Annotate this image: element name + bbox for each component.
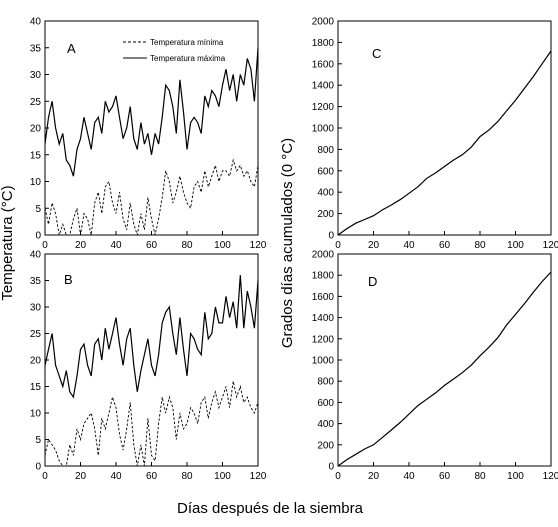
- panel-d-ytick-label: 400: [317, 419, 334, 430]
- panel-d-ytick-label: 0: [328, 462, 334, 473]
- panel-a-xtick-label: 40: [110, 240, 122, 251]
- panel-d-ticks: 0 200 400 600 800 1000 1200 1400 1600 1800 2000 0 20…: [312, 250, 558, 483]
- panel-b-xtick-label: 40: [110, 471, 122, 482]
- panel-d-ytick-label: 1000: [312, 356, 335, 367]
- panel-c-xtick-label: 0: [335, 240, 341, 251]
- panel-c-letter: C: [372, 46, 381, 61]
- panel-c-ytick-label: 1200: [312, 102, 335, 113]
- panel-b-ytick-label: 5: [35, 435, 41, 446]
- panel-c-ytick-label: 200: [317, 209, 334, 220]
- panel-c-ticks: 0 200 400 600 800 1000 1200 1400 1600 1800 2000 0 20…: [312, 17, 558, 252]
- panel-a-ytick-label: 25: [30, 97, 42, 108]
- panel-d-lines: [337, 271, 552, 467]
- panel-d-xtick-label: 60: [439, 471, 451, 482]
- legend: Temperatura mínima Temperatura máxima: [123, 38, 226, 63]
- panel-a-ytick-label: 35: [30, 43, 42, 54]
- panel-b-ytick-label: 35: [30, 276, 42, 287]
- panel-a-xtick-label: 20: [75, 240, 87, 251]
- panel-c-ytick-label: 800: [317, 145, 334, 156]
- panel-a-letter: A: [67, 41, 76, 56]
- legend-min-label: Temperatura mínima: [150, 38, 224, 47]
- panel-b-xtick-label: 100: [214, 471, 231, 482]
- panel-c-xtick-label: 100: [507, 240, 524, 251]
- panel-b-ytick-label: 10: [30, 409, 42, 420]
- panel-d-letter: D: [368, 274, 377, 289]
- panel-a-series-max: [44, 47, 259, 177]
- panel-c-lines: [337, 50, 552, 236]
- panel-a-xtick-label: 80: [181, 240, 193, 251]
- panel-b-letter: B: [64, 272, 73, 287]
- panel-a-xtick-label: 100: [214, 240, 231, 251]
- panel-b-series-min: [44, 381, 259, 467]
- panel-c-ytick-label: 1800: [312, 38, 335, 49]
- panel-a-xtick-label: 60: [146, 240, 158, 251]
- panel-c-xtick-label: 120: [543, 240, 558, 251]
- panel-d-xtick-label: 120: [543, 471, 558, 482]
- panel-c-ytick-label: 1600: [312, 59, 335, 70]
- panel-b-xtick-label: 60: [146, 471, 158, 482]
- panel-d-ytick-label: 1800: [312, 271, 335, 282]
- panel-c-ytick-label: 0: [328, 231, 334, 242]
- panel-a-ytick-label: 30: [30, 70, 42, 81]
- panel-c-ytick-label: 2000: [312, 17, 335, 28]
- panel-a-ytick-label: 40: [30, 17, 42, 28]
- panel-b-frame: [44, 253, 259, 467]
- panel-a-ytick-label: 5: [35, 204, 41, 215]
- panel-c-ytick-label: 1400: [312, 81, 335, 92]
- panel-d-ytick-label: 1200: [312, 334, 335, 345]
- panel-b-ytick-label: 20: [30, 356, 42, 367]
- panel-b-ytick-label: 30: [30, 303, 42, 314]
- panel-c: 0 200 400 600 800 1000 1200 1400 1600 1800 2000 0 20…: [312, 17, 558, 252]
- panel-a-xtick-label: 0: [42, 240, 48, 251]
- panel-d-ytick-label: 200: [317, 440, 334, 451]
- panel-a-ticks: 0 5 10 15 20 25 30 35 40 0 20 40 60 80 100 120: [30, 17, 267, 252]
- y-axis-title-left: Temperatura (°C): [0, 185, 16, 300]
- panel-b-ytick-label: 25: [30, 329, 42, 340]
- panel-d: 0 200 400 600 800 1000 1200 1400 1600 1800 2000 0 20…: [312, 250, 558, 483]
- panel-c-xtick-label: 80: [474, 240, 486, 251]
- panel-b-ticks: 0 5 10 15 20 25 30 35 40 0 20 40 60 80 100 120: [30, 250, 267, 483]
- panel-c-ytick-label: 400: [317, 188, 334, 199]
- panel-b-series-max: [44, 275, 259, 399]
- panel-d-ytick-label: 800: [317, 377, 334, 388]
- legend-max-label: Temperatura máxima: [150, 54, 226, 63]
- panel-c-ytick-label: 600: [317, 166, 334, 177]
- x-axis-title: Días después de la siembra: [177, 500, 364, 517]
- panel-d-xtick-label: 40: [403, 471, 415, 482]
- panel-c-ytick-label: 1000: [312, 124, 335, 135]
- panel-b-xtick-label: 80: [181, 471, 193, 482]
- panel-d-ytick-label: 2000: [312, 250, 335, 261]
- y-axis-title-right: Grados días acumulados (0 °C): [279, 138, 296, 348]
- panel-c-xtick-label: 20: [368, 240, 380, 251]
- panel-b-ytick-label: 15: [30, 382, 42, 393]
- panel-d-ytick-label: 600: [317, 398, 334, 409]
- panel-b-ytick-label: 40: [30, 250, 42, 261]
- panel-b: 0 5 10 15 20 25 30 35 40 0 20 40 60 80 100 120 B: [30, 250, 267, 483]
- panel-c-xtick-label: 40: [403, 240, 415, 251]
- panel-d-ytick-label: 1600: [312, 292, 335, 303]
- panel-a-ytick-label: 10: [30, 177, 42, 188]
- panel-a-xtick-label: 120: [250, 240, 267, 251]
- panel-a-lines: [44, 47, 259, 236]
- panel-a-ytick-label: 20: [30, 124, 42, 135]
- panel-d-xtick-label: 20: [368, 471, 380, 482]
- panel-c-series-accum: [337, 50, 552, 236]
- panel-a-ytick-label: 15: [30, 150, 42, 161]
- panel-d-ytick-label: 1400: [312, 313, 335, 324]
- panel-a-series-min: [44, 158, 259, 236]
- panel-d-xtick-label: 80: [474, 471, 486, 482]
- panel-b-ytick-label: 0: [35, 462, 41, 473]
- panel-b-lines: [44, 275, 259, 467]
- panel-a: 0 5 10 15 20 25 30 35 40 0 20 40 60 80 100 120 A Temper…: [30, 17, 267, 252]
- panel-c-xtick-label: 60: [439, 240, 451, 251]
- panel-b-xtick-label: 0: [42, 471, 48, 482]
- panel-a-ytick-label: 0: [35, 231, 41, 242]
- panel-d-xtick-label: 0: [335, 471, 341, 482]
- panel-c-frame: [337, 20, 552, 236]
- panel-d-xtick-label: 100: [507, 471, 524, 482]
- panel-b-xtick-label: 20: [75, 471, 87, 482]
- panel-b-xtick-label: 120: [250, 471, 267, 482]
- panel-d-series-accum: [337, 271, 552, 467]
